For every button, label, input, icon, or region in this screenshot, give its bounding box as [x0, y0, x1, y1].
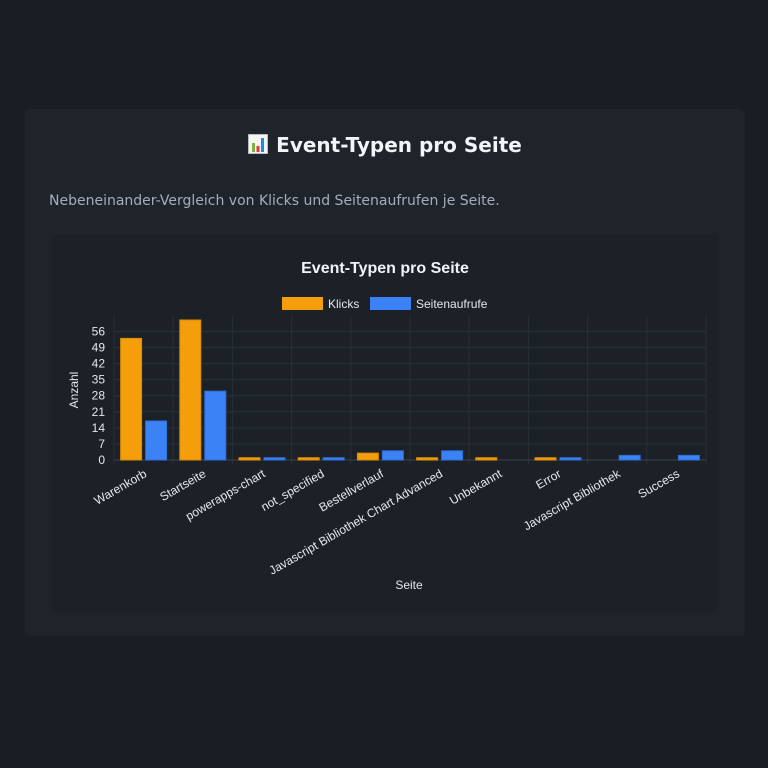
y-tick-label: 49 [92, 341, 106, 355]
y-axis-label: Anzahl [67, 372, 81, 409]
x-axis-label: Seite [395, 578, 423, 592]
card-title: Event-Typen pro Seite [25, 133, 745, 157]
y-tick-label: 21 [92, 405, 106, 419]
bar-seitenaufrufe[interactable] [204, 390, 227, 461]
bar-klicks[interactable] [297, 457, 320, 461]
legend-label: Klicks [328, 297, 359, 311]
bar-seitenaufrufe[interactable] [145, 420, 168, 461]
bar-chart-icon [248, 134, 269, 154]
bar-klicks[interactable] [238, 457, 261, 461]
legend-swatch [370, 297, 411, 310]
bar-klicks[interactable] [356, 452, 379, 461]
bar-seitenaufrufe[interactable] [322, 457, 345, 461]
y-tick-label: 42 [92, 357, 106, 371]
y-tick-label: 35 [92, 373, 106, 387]
bar-seitenaufrufe[interactable] [441, 450, 464, 461]
x-tick-label: Success [636, 466, 682, 501]
bar-klicks[interactable] [416, 457, 439, 461]
x-tick-label: Unbekannt [447, 466, 505, 507]
legend-item-klicks[interactable]: Klicks [282, 297, 359, 311]
bar-seitenaufrufe[interactable] [677, 454, 700, 461]
y-tick-label: 28 [92, 389, 106, 403]
y-tick-label: 56 [92, 324, 106, 338]
card-title-text: Event-Typen pro Seite [276, 133, 522, 157]
x-tick-label: Warenkorb [92, 466, 150, 507]
chart-title: Event-Typen pro Seite [301, 260, 469, 277]
chart-card: Event-Typen pro Seite Nebeneinander-Verg… [25, 109, 745, 636]
bar-seitenaufrufe[interactable] [559, 457, 582, 461]
legend-item-seitenaufrufe[interactable]: Seitenaufrufe [370, 297, 488, 311]
bar-seitenaufrufe[interactable] [381, 450, 404, 461]
x-tick-label: Javascript Bibliothek [521, 466, 624, 533]
y-tick-label: 7 [98, 437, 105, 451]
bar-seitenaufrufe[interactable] [263, 457, 286, 461]
x-tick-label: Startseite [157, 466, 208, 504]
bar-seitenaufrufe[interactable] [618, 454, 641, 461]
chart-container: Event-Typen pro Seite Klicks Seitenaufruf… [52, 234, 718, 612]
bar-klicks[interactable] [179, 319, 202, 461]
bar-chart: Event-Typen pro Seite Klicks Seitenaufruf… [67, 260, 707, 592]
legend-swatch [282, 297, 323, 310]
bar-klicks[interactable] [475, 457, 498, 461]
card-description: Nebeneinander-Vergleich von Klicks und S… [49, 193, 500, 209]
y-tick-label: 0 [98, 453, 105, 467]
y-tick-label: 14 [92, 421, 106, 435]
x-tick-label: not_specified [258, 466, 326, 513]
x-tick-label: Error [533, 466, 563, 491]
bar-klicks[interactable] [534, 457, 557, 461]
bar-klicks[interactable] [120, 337, 143, 461]
legend-label: Seitenaufrufe [416, 297, 488, 311]
